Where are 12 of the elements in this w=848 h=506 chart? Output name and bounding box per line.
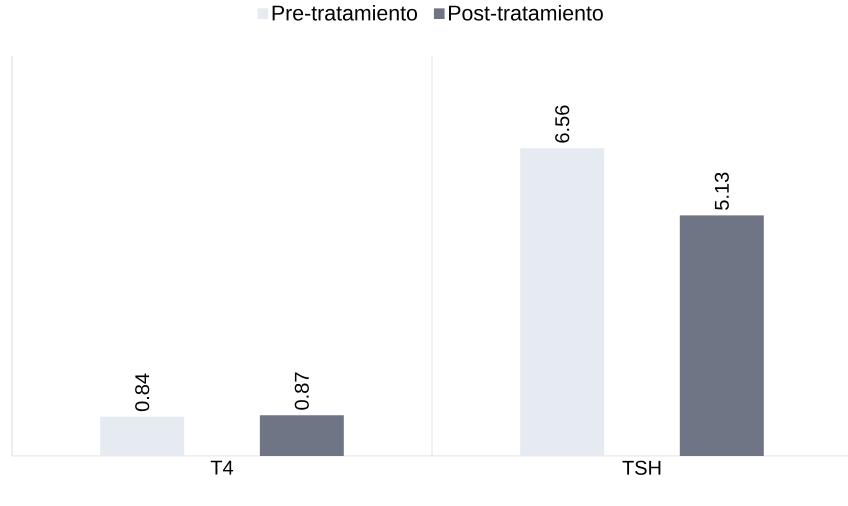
data-label: 5.13 bbox=[714, 172, 729, 210]
legend-label: Post-tratamiento bbox=[449, 4, 603, 21]
bar bbox=[520, 148, 604, 456]
x-tick-label: TSH bbox=[622, 460, 660, 475]
bar bbox=[100, 416, 184, 456]
x-tick-label: T4 bbox=[210, 460, 234, 474]
bar bbox=[680, 215, 764, 456]
data-label: 0.84 bbox=[135, 374, 150, 412]
legend-label: Pre-tratamiento bbox=[272, 4, 418, 21]
data-label: 6.56 bbox=[555, 106, 570, 143]
bar bbox=[260, 415, 344, 456]
data-label: 0.87 bbox=[294, 372, 309, 410]
